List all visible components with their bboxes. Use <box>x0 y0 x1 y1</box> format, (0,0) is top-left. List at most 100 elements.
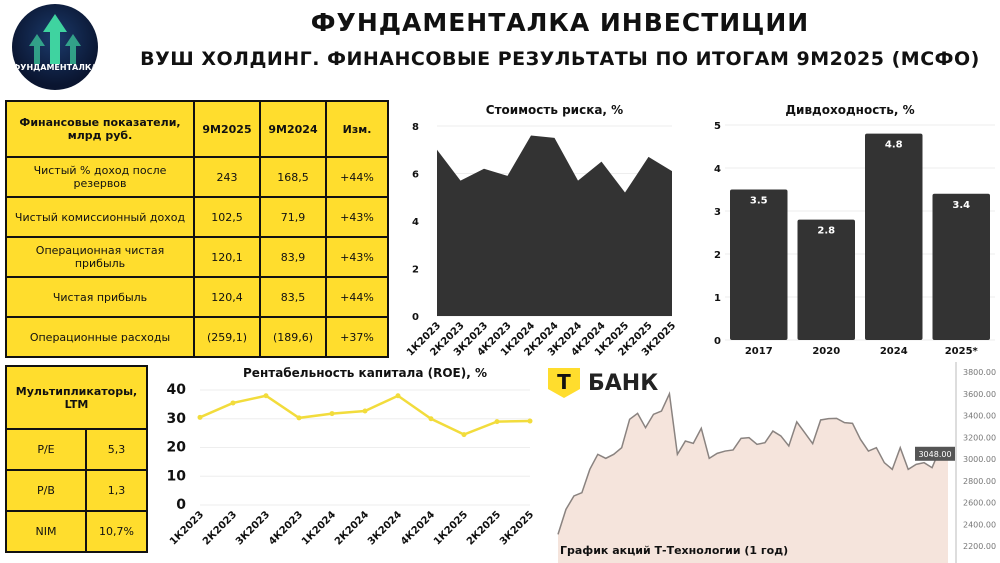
x-tick-label: 2025* <box>945 346 979 357</box>
y-tick-label: 2400.00 <box>963 520 996 529</box>
y-tick-label: 4 <box>412 217 419 228</box>
cell: 1,3 <box>85 469 148 512</box>
page-title: ФУНДАМЕНТАЛКА ИНВЕСТИЦИИ <box>310 8 810 37</box>
table-row: P/E 5,3 <box>5 428 148 471</box>
x-tick-label: 2017 <box>745 346 773 357</box>
x-tick-label: 2К2025 <box>465 509 503 547</box>
x-tick-label: 1К2023 <box>168 509 206 547</box>
cell: (259,1) <box>193 316 261 358</box>
y-tick-label: 3000.00 <box>963 455 996 464</box>
cell: 120,4 <box>193 276 261 318</box>
y-tick-label: 0 <box>412 312 419 323</box>
y-tick-label: 30 <box>167 411 187 427</box>
data-point <box>263 393 269 399</box>
roe-chart: Рентабельность капитала (ROE), % 0 10 20 30 4… <box>167 366 537 548</box>
y-tick-label: 1 <box>714 293 721 304</box>
table-header-row: Финансовые показатели, млрд руб. 9М2025 … <box>5 100 389 158</box>
x-tick-label: 3К2024 <box>366 509 404 547</box>
header-cell: 9М2024 <box>259 100 327 158</box>
cell: +43% <box>325 236 389 278</box>
multipliers-table: Мультипликаторы, LTM P/E 5,3 P/B 1,3 NIM 10… <box>5 365 148 553</box>
table-row: Операционные расходы (259,1) (189,6) +37% <box>5 316 389 358</box>
x-tick-label: 1К2025 <box>432 509 470 547</box>
cell: Операционная чистая прибыль <box>5 236 195 278</box>
line-series <box>199 394 531 436</box>
bar <box>797 219 855 340</box>
chart-title: График акций Т-Технологии (1 год) <box>560 544 788 557</box>
table-row: Чистый % доход после резервов 243 168,5 +44… <box>5 156 389 198</box>
page-subtitle: ВУШ ХОЛДИНГ. ФИНАНСОВЫЕ РЕЗУЛЬТАТЫ ПО ИТ… <box>140 48 980 70</box>
arrows-icon <box>29 14 81 64</box>
y-tick-label: 0 <box>176 497 186 513</box>
logo-text: ФУНДАМЕНТАЛКА <box>12 63 98 72</box>
cell: 71,9 <box>259 196 327 238</box>
cell: 243 <box>193 156 261 198</box>
last-price-label: 3048.00 <box>918 450 951 459</box>
x-tick-label: 2024 <box>880 346 908 357</box>
x-tick-label: 3К2023 <box>234 509 272 547</box>
cell: +44% <box>325 156 389 198</box>
x-tick-label: 2К2024 <box>333 509 371 547</box>
cell: +43% <box>325 196 389 238</box>
y-tick-label: 3 <box>714 207 721 218</box>
cell: Чистый % доход после резервов <box>5 156 195 198</box>
bar <box>865 133 923 340</box>
data-point <box>362 408 368 414</box>
cell: (189,6) <box>259 316 327 358</box>
bar <box>730 189 788 340</box>
y-tick-label: 2800.00 <box>963 477 996 486</box>
data-point <box>197 414 203 420</box>
y-tick-label: 0 <box>714 336 721 347</box>
x-tick-label: 4К2023 <box>267 509 305 547</box>
stock-price-chart: 2200.00 2400.00 2600.00 2800.00 3000.00 3200.… <box>557 362 996 563</box>
header-cell: 9М2025 <box>193 100 261 158</box>
table-header-row: Мультипликаторы, LTM <box>5 365 148 430</box>
y-tick-label: 2600.00 <box>963 499 996 508</box>
y-tick-label: 3400.00 <box>963 412 996 421</box>
logo: ФУНДАМЕНТАЛКА <box>12 4 98 90</box>
cell: 5,3 <box>85 428 148 471</box>
y-tick-label: 2200.00 <box>963 542 996 551</box>
x-tick-label: 3К2025 <box>498 509 536 547</box>
y-tick-label: 8 <box>412 122 419 133</box>
bar-value-label: 3.5 <box>750 196 768 207</box>
header-cell: Изм. <box>325 100 389 158</box>
dividend-yield-chart: Дивдоходность, % 0 1 2 3 4 5 3.5 2017 2.8 2020 4.8 2… <box>714 103 995 357</box>
y-tick-label: 2 <box>714 250 721 261</box>
cell: Операционные расходы <box>5 316 195 358</box>
cell: P/E <box>5 428 87 471</box>
x-tick-label: 2К2023 <box>201 509 239 547</box>
cell: 102,5 <box>193 196 261 238</box>
cell: 120,1 <box>193 236 261 278</box>
data-point <box>461 432 467 438</box>
data-point <box>230 400 236 406</box>
data-point <box>395 393 401 399</box>
header-cell: Мультипликаторы, LTM <box>5 365 148 430</box>
y-tick-label: 40 <box>167 382 187 398</box>
y-tick-label: 10 <box>167 468 187 484</box>
chart-title: Дивдоходность, % <box>785 103 914 117</box>
y-tick-label: 20 <box>167 440 187 456</box>
cell: +44% <box>325 276 389 318</box>
bar-value-label: 4.8 <box>885 140 903 151</box>
chart-title: Рентабельность капитала (ROE), % <box>243 366 487 380</box>
area-series <box>437 135 672 316</box>
tbank-name: БАНК <box>588 370 659 396</box>
cell: 10,7% <box>85 510 148 553</box>
tbank-shield-icon: Т <box>548 368 580 398</box>
financials-table: Финансовые показатели, млрд руб. 9М2025 … <box>5 100 389 358</box>
tbank-logo: Т БАНК <box>548 368 658 398</box>
cell: 83,5 <box>259 276 327 318</box>
table-row: P/B 1,3 <box>5 469 148 512</box>
y-tick-label: 4 <box>714 164 721 175</box>
table-row: NIM 10,7% <box>5 510 148 553</box>
cell: Чистая прибыль <box>5 276 195 318</box>
cell: +37% <box>325 316 389 358</box>
price-line <box>557 391 949 535</box>
cost-of-risk-chart: Стоимость риска, %024681К20232К20233К202… <box>405 103 678 358</box>
table-row: Чистая прибыль 120,4 83,5 +44% <box>5 276 389 318</box>
y-tick-label: 6 <box>412 170 419 181</box>
data-point <box>296 415 302 421</box>
cell: Чистый комиссионный доход <box>5 196 195 238</box>
y-tick-label: 3800.00 <box>963 368 996 377</box>
